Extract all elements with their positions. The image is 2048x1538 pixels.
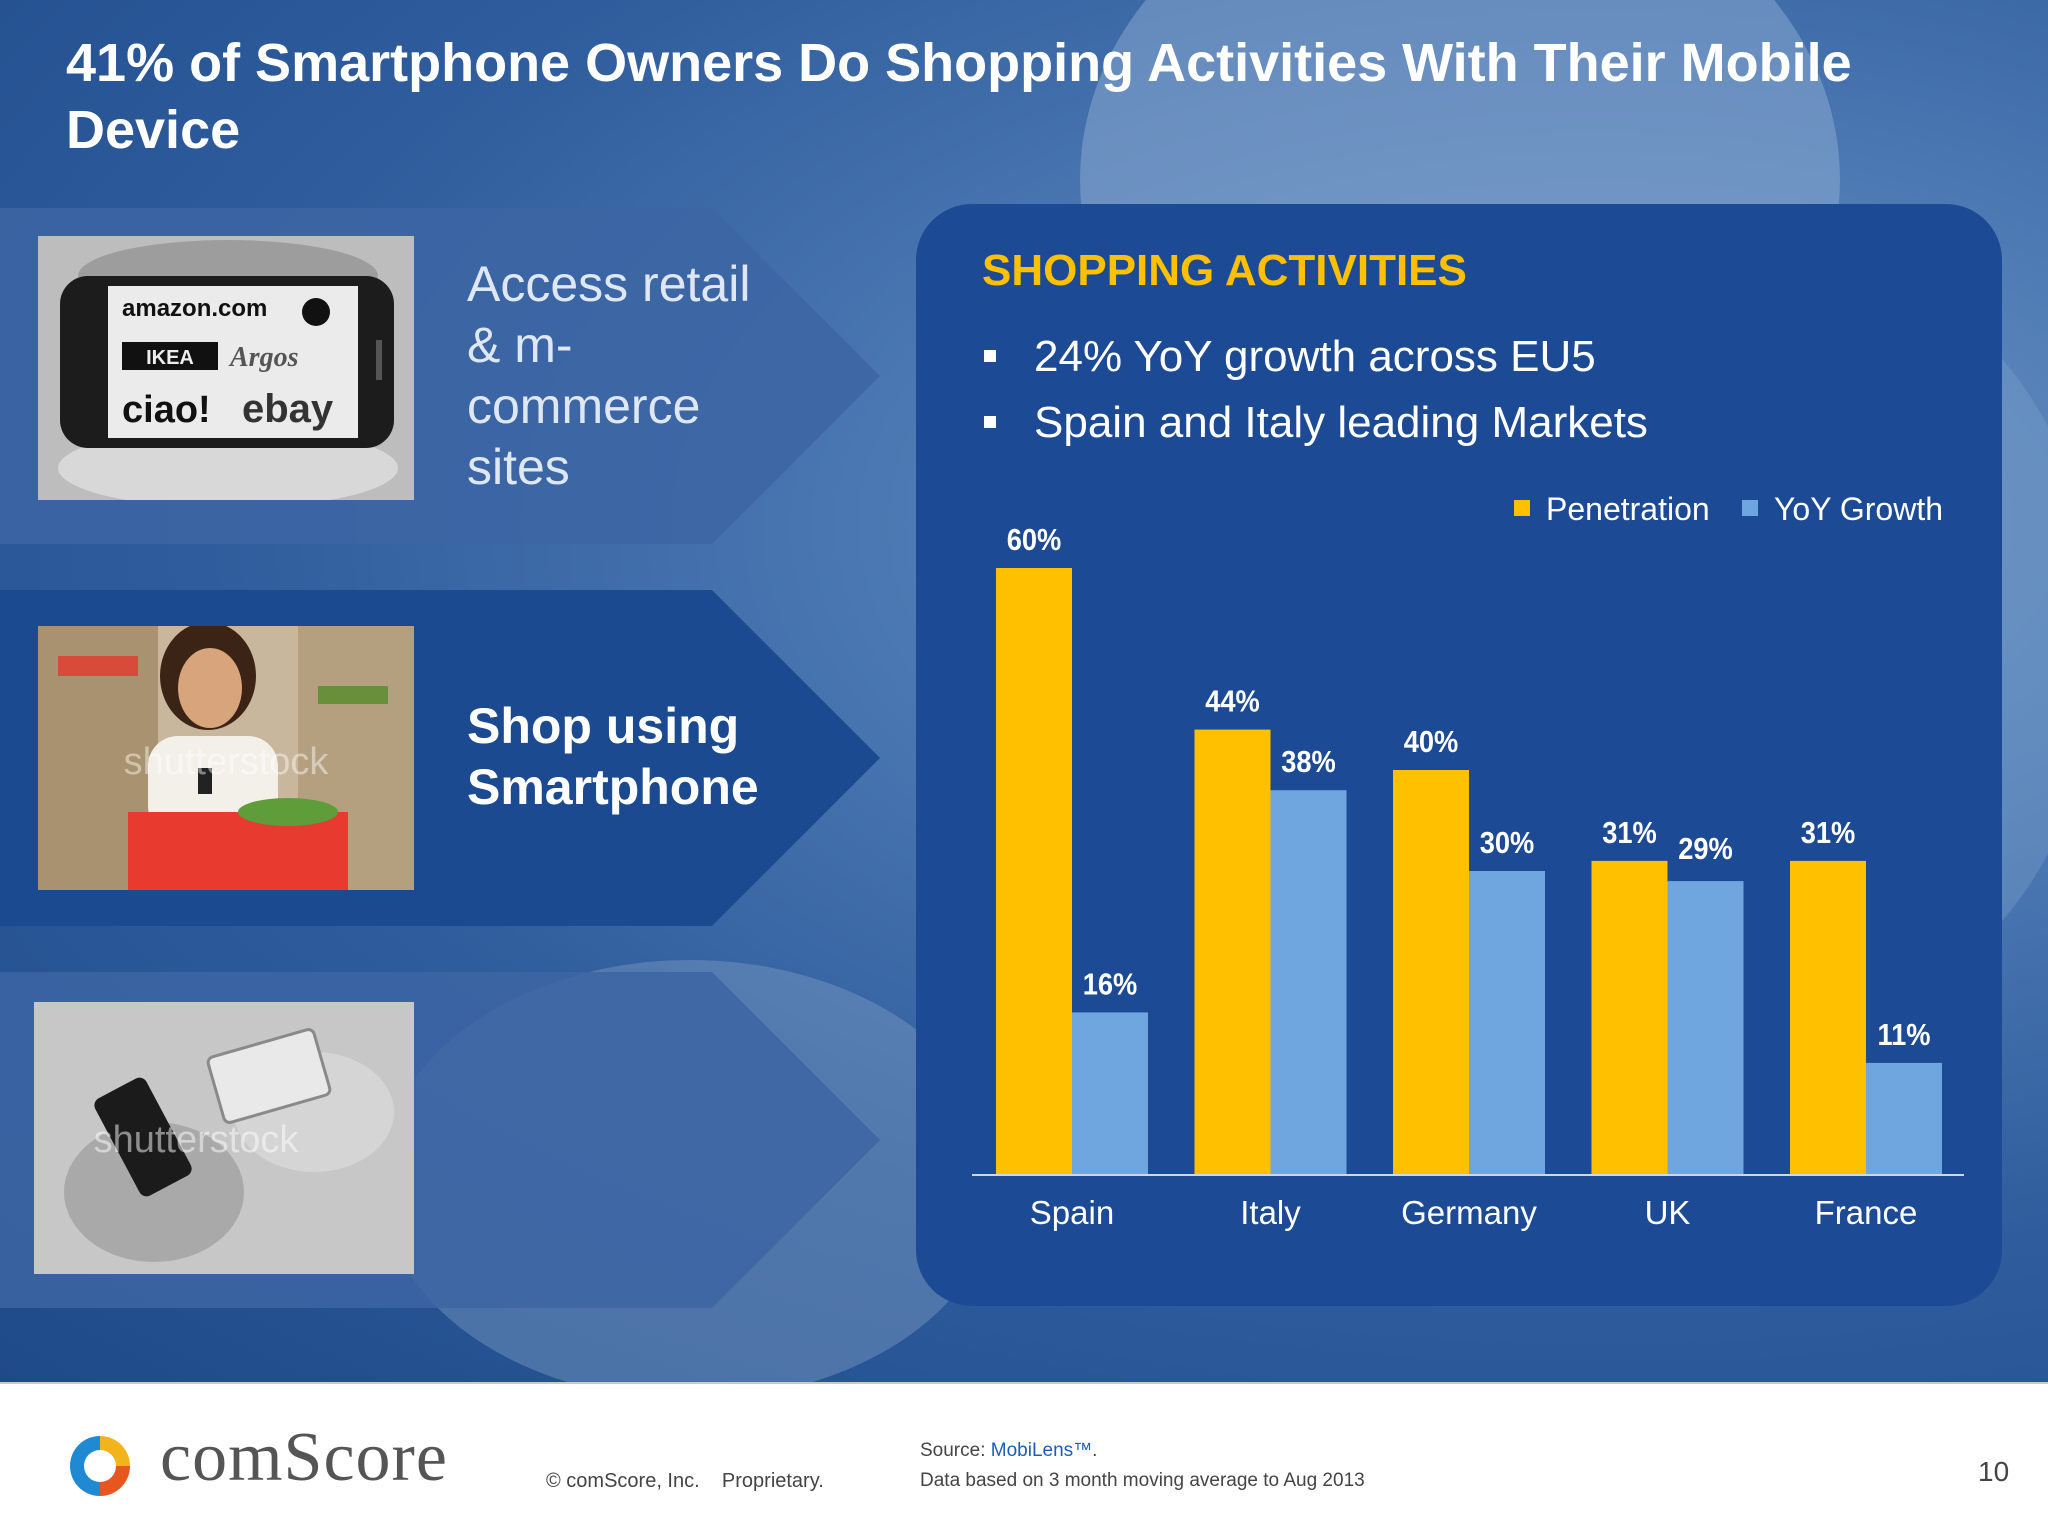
data-label: 29% [1678,833,1733,867]
photo-mobile-payment: shutterstock [34,1002,414,1274]
brand-argos: Argos [228,342,299,373]
data-label: 44% [1205,685,1260,719]
arrow-label-access-retail: Access retail & m-commerce sites [467,256,751,495]
source-data-note: Data based on 3 month moving average to … [920,1470,1365,1491]
data-label: 31% [1801,816,1856,850]
bullet-text: Spain and Italy leading Markets [1034,398,1648,447]
footer: comScore © comScore, Inc. Proprietary. S… [0,1382,2048,1538]
comscore-logo-icon [70,1436,130,1496]
bar-yoy-growth [1866,1062,1942,1174]
x-tick-label: France [1815,1194,1918,1231]
data-label: 31% [1602,816,1657,850]
slide: 41% of Smartphone Owners Do Shopping Act… [0,0,2048,1382]
legend-swatch [1514,500,1530,516]
x-tick-label: Italy [1240,1194,1301,1231]
x-tick-label: Germany [1401,1194,1537,1231]
source-suffix: . [1092,1440,1098,1461]
copyright-text: © comScore, Inc. Proprietary. [546,1470,824,1493]
page-title: 41% of Smartphone Owners Do Shopping Act… [66,33,1852,160]
x-tick-label: UK [1645,1194,1691,1231]
data-label: 11% [1877,1018,1930,1052]
brand-ciao: ciao! [122,389,211,431]
arrow-mobile-payment: shutterstock [0,972,880,1308]
bullet-square-icon [984,350,996,362]
shopping-activities-panel: SHOPPING ACTIVITIES 24% YoY growth acros… [916,204,2002,1306]
bar-penetration [1790,860,1866,1174]
panel-heading: SHOPPING ACTIVITIES [982,246,1467,295]
data-label: 60% [1007,523,1062,557]
bar-chart: 60% 16% Spain 44% 38% Italy 40% 30% Germany 31% 29… [972,491,1964,1231]
data-label: 40% [1404,725,1459,759]
bar-yoy-growth [1270,790,1347,1174]
legend-swatch [1742,500,1758,516]
bar-yoy-growth [1667,881,1744,1174]
bar-yoy-growth [1072,1012,1148,1174]
source-prefix: Source: [920,1440,986,1461]
data-label: 38% [1281,746,1336,780]
page-number: 10 [1978,1456,2010,1487]
legend-label: Penetration [1546,491,1710,527]
photo-phone-brands: amazon.com IKEA Argos ciao! ebay [38,236,414,500]
bar-penetration [1194,729,1271,1174]
watermark: shutterstock [124,741,330,783]
brand-name: comScore [160,1419,448,1496]
data-label: 16% [1083,968,1138,1002]
apple-icon [302,298,330,326]
source-note: Source: MobiLens™. Data based on 3 month… [920,1436,1365,1496]
arrow-shop-smartphone: shutterstock Shop using Smartphone [0,590,880,926]
bar-penetration [996,568,1072,1174]
bar-penetration [1591,860,1668,1174]
legend-label: YoY Growth [1774,491,1943,527]
source-link[interactable]: MobiLens™ [990,1440,1093,1461]
x-tick-label: Spain [1030,1194,1114,1231]
brand-amazon: amazon.com [122,295,267,322]
bullet-square-icon [984,416,996,428]
bullet-list: 24% YoY growth across EU5 Spain and Ital… [982,324,1648,456]
bullet-item: 24% YoY growth across EU5 [982,324,1648,390]
copyright: © comScore, Inc. [546,1470,700,1492]
watermark: shutterstock [94,1119,300,1161]
bullet-item: Spain and Italy leading Markets [982,390,1648,456]
arrow-label-shop-smartphone: Shop using Smartphone [467,698,759,815]
brand-ikea: IKEA [146,347,194,369]
data-label: 30% [1480,826,1535,860]
arrow-access-retail: amazon.com IKEA Argos ciao! ebay Access … [0,208,880,544]
bullet-text: 24% YoY growth across EU5 [1034,332,1596,381]
photo-woman-shopping: shutterstock [38,626,414,890]
brand-ebay: ebay [242,387,334,431]
proprietary: Proprietary. [721,1470,824,1492]
bar-yoy-growth [1469,871,1545,1174]
bar-penetration [1393,770,1469,1174]
